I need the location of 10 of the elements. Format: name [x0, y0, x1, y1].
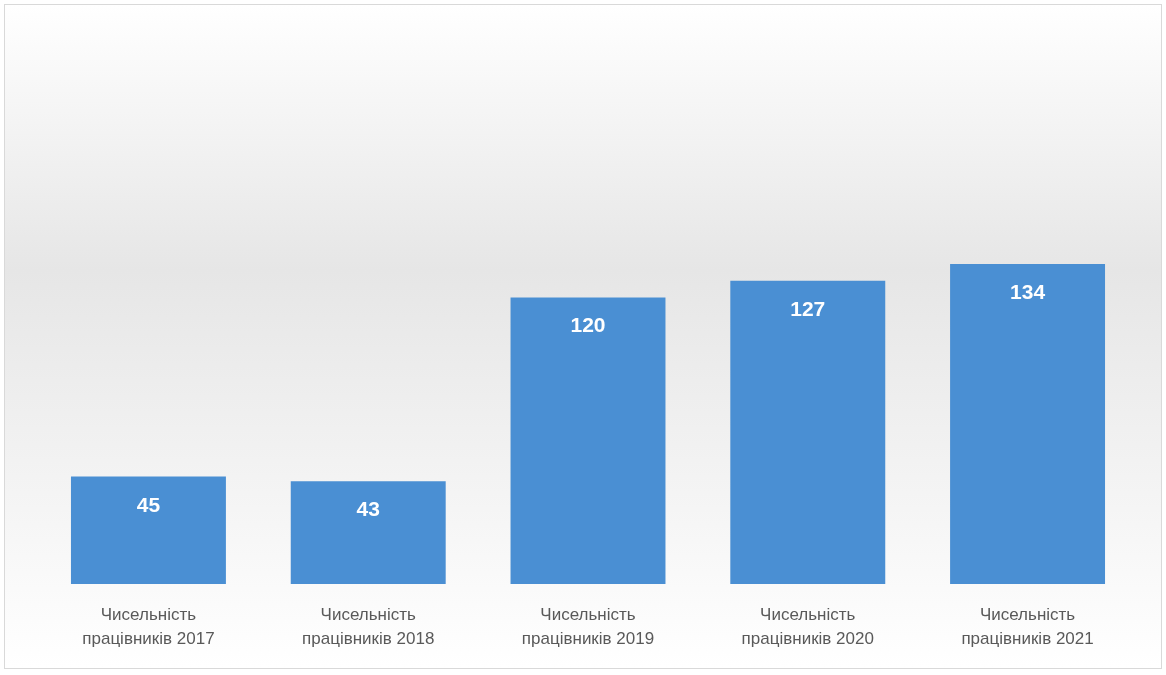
x-tick-label: Чисельність працівників 2021: [961, 604, 1094, 648]
x-tick-label: Чисельність працівників 2019: [521, 604, 655, 648]
data-label: 120: [570, 313, 606, 337]
x-tick-label: Чисельність працівників 2020: [741, 604, 874, 648]
data-label: 127: [790, 296, 826, 320]
data-label: 45: [136, 492, 161, 516]
x-tick-label: Чисельність працівників 2018: [302, 604, 435, 648]
data-label: 134: [1010, 280, 1046, 303]
x-tick-label: Чисельність працівників 2017: [82, 604, 215, 648]
data-label: 43: [356, 497, 380, 521]
